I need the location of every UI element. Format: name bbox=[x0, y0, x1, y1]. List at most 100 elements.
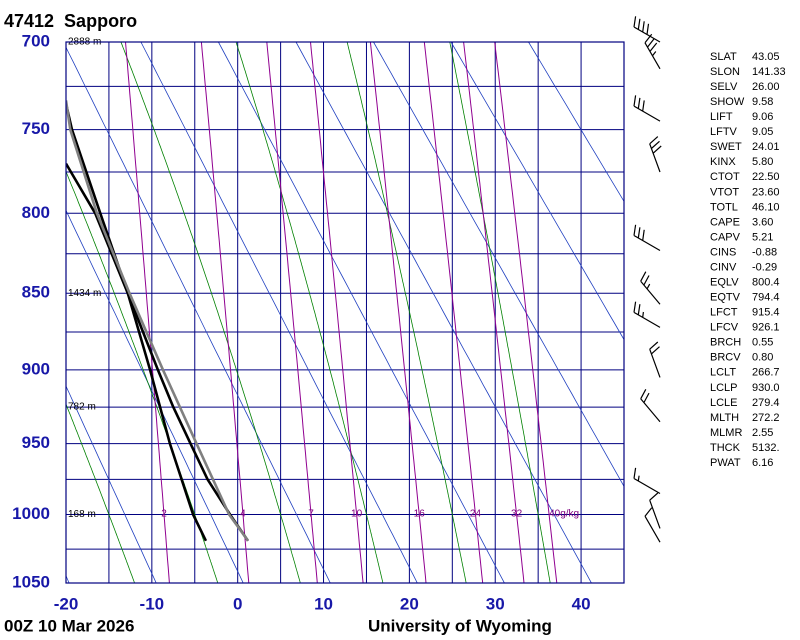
mixing-ratio-line bbox=[266, 42, 318, 583]
wind-barb bbox=[633, 16, 661, 43]
index-value: 266.7 bbox=[752, 367, 780, 379]
index-name: SHOW bbox=[710, 96, 745, 108]
height-label: 1434 m bbox=[68, 288, 101, 299]
mixing-ratio-line bbox=[423, 42, 484, 583]
source-label: University of Wyoming bbox=[368, 616, 552, 635]
index-value: 9.05 bbox=[752, 126, 773, 138]
index-name: LCLT bbox=[710, 367, 736, 379]
mixing-ratio-line bbox=[125, 42, 170, 583]
overlay: 700 750 800 850 900 950 1000 1050-20 -10 0 10 20 30 4… bbox=[12, 16, 786, 613]
index-name: TOTL bbox=[710, 201, 738, 213]
index-value: 43.05 bbox=[752, 51, 780, 63]
height-label: 168 m bbox=[68, 509, 96, 520]
moist-adiabat bbox=[346, 42, 467, 583]
index-value: 5.80 bbox=[752, 156, 773, 168]
y-tick-label: 800 bbox=[22, 203, 50, 222]
x-tick-label: -20 bbox=[54, 594, 79, 613]
wind-barb bbox=[649, 341, 661, 378]
index-name: VTOT bbox=[710, 186, 739, 198]
wind-barb bbox=[633, 467, 661, 495]
wind-barb bbox=[633, 301, 661, 328]
index-name: CINS bbox=[710, 246, 736, 258]
plot-frame bbox=[65, 41, 625, 584]
dry-adiabat bbox=[66, 385, 157, 583]
wind-barb bbox=[633, 224, 661, 252]
dry-adiabat bbox=[140, 42, 418, 583]
y-tick-label: 1050 bbox=[12, 572, 50, 591]
index-name: CTOT bbox=[710, 171, 740, 183]
wind-barb bbox=[649, 492, 661, 529]
y-tick-label: 700 bbox=[22, 31, 50, 50]
index-name: SLAT bbox=[710, 51, 737, 63]
dry-adiabat bbox=[218, 42, 505, 583]
index-value: 46.10 bbox=[752, 201, 780, 213]
index-name: SELV bbox=[710, 81, 738, 93]
moist-adiabat bbox=[120, 42, 301, 583]
x-tick-label: -10 bbox=[140, 594, 165, 613]
index-value: 0.80 bbox=[752, 352, 773, 364]
mixing-ratio-line bbox=[494, 42, 558, 583]
index-value: 26.00 bbox=[752, 81, 780, 93]
dry-adiabat bbox=[450, 42, 624, 341]
wind-barb bbox=[640, 389, 661, 423]
mixing-ratio-label: 40g/kg bbox=[549, 509, 579, 520]
mixing-ratio-label: 24 bbox=[470, 509, 482, 520]
index-value: 915.4 bbox=[752, 307, 780, 319]
index-value: -0.88 bbox=[752, 246, 777, 258]
index-value: 23.60 bbox=[752, 186, 780, 198]
moist-adiabat bbox=[66, 403, 135, 583]
index-value: 930.0 bbox=[752, 382, 780, 394]
mixing-ratio-label: 16 bbox=[414, 509, 426, 520]
index-name: CINV bbox=[710, 261, 737, 273]
mixing-ratio-line bbox=[369, 42, 427, 583]
mixing-ratio-line bbox=[200, 42, 250, 583]
dry-adiabat bbox=[373, 42, 624, 488]
index-value: 6.16 bbox=[752, 457, 773, 469]
plot-area bbox=[66, 42, 624, 583]
index-name: LCLP bbox=[710, 382, 738, 394]
wind-barb bbox=[644, 507, 661, 543]
index-value: 5.21 bbox=[752, 231, 773, 243]
mixing-ratio-line bbox=[310, 42, 364, 583]
index-value: 0.55 bbox=[752, 337, 773, 349]
index-value: 926.1 bbox=[752, 322, 780, 334]
sounding-profile bbox=[66, 100, 250, 542]
index-name: MLMR bbox=[710, 427, 742, 439]
index-value: 279.4 bbox=[752, 397, 780, 409]
wind-barb bbox=[644, 33, 661, 70]
x-tick-label: 10 bbox=[314, 594, 333, 613]
moist-adiabat bbox=[235, 42, 384, 583]
y-tick-label: 1000 bbox=[12, 504, 50, 523]
index-name: THCK bbox=[710, 442, 741, 454]
index-value: 800.4 bbox=[752, 277, 780, 289]
index-name: EQLV bbox=[710, 277, 739, 289]
index-value: 22.50 bbox=[752, 171, 780, 183]
index-value: 794.4 bbox=[752, 292, 780, 304]
mixing-ratio-label: 4 bbox=[240, 509, 246, 520]
mixing-ratio-label: 10 bbox=[351, 509, 363, 520]
mixing-ratio-label: 7 bbox=[308, 509, 314, 520]
index-value: 141.33 bbox=[752, 66, 786, 78]
dry-adiabat bbox=[528, 42, 624, 203]
index-name: LFCT bbox=[710, 307, 738, 319]
index-name: BRCV bbox=[710, 352, 741, 364]
y-tick-label: 750 bbox=[22, 119, 50, 138]
index-name: LIFT bbox=[710, 111, 733, 123]
index-name: LFCV bbox=[710, 322, 739, 334]
chart-title: 47412 Sapporo bbox=[4, 11, 137, 31]
index-value: 3.60 bbox=[752, 216, 773, 228]
index-name: CAPE bbox=[710, 216, 740, 228]
x-tick-label: 0 bbox=[233, 594, 242, 613]
index-value: 5132. bbox=[752, 442, 780, 454]
x-tick-label: 20 bbox=[400, 594, 419, 613]
index-name: LFTV bbox=[710, 126, 738, 138]
index-name: SWET bbox=[710, 141, 742, 153]
mixing-ratio-line bbox=[463, 42, 525, 583]
moist-adiabat bbox=[66, 170, 219, 583]
sounding-profile bbox=[66, 162, 208, 542]
y-tick-label: 900 bbox=[22, 359, 50, 378]
index-name: CAPV bbox=[710, 231, 741, 243]
index-value: 9.06 bbox=[752, 111, 773, 123]
mixing-ratio-label: 2 bbox=[161, 509, 167, 520]
